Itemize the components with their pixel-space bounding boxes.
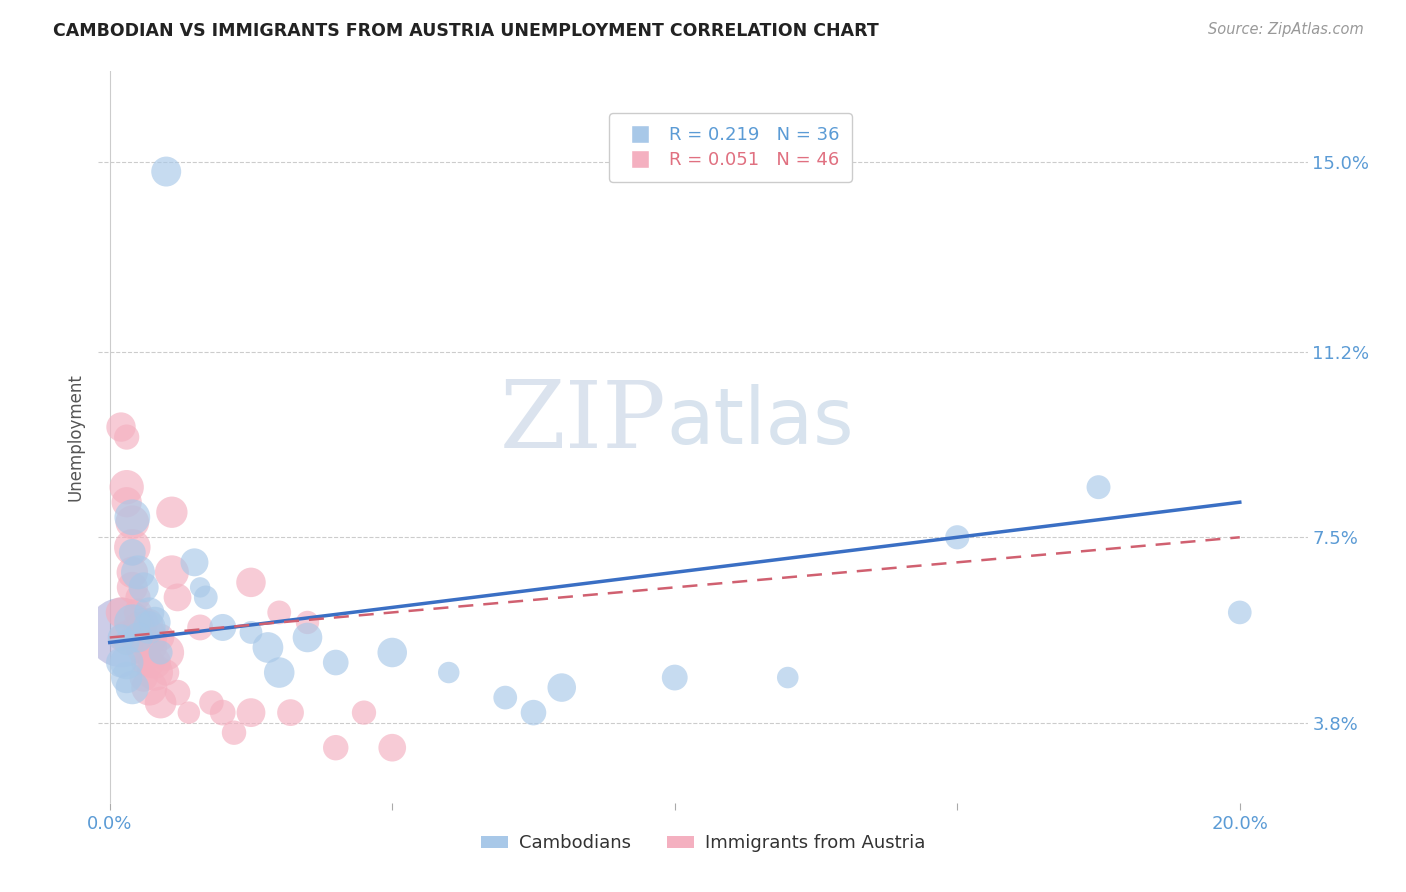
Point [115, 671, 138, 685]
Point [110, 631, 132, 645]
Point [240, 706, 263, 720]
Point [115, 495, 138, 509]
Point [325, 740, 347, 755]
Point [138, 620, 160, 634]
Point [143, 656, 166, 670]
Point [127, 631, 149, 645]
Point [257, 640, 280, 655]
Y-axis label: Unemployment: Unemployment [66, 373, 84, 501]
Point [121, 580, 143, 594]
Point [269, 665, 291, 680]
Point [240, 625, 263, 640]
Point [143, 640, 166, 655]
Point [946, 530, 969, 544]
Point [110, 625, 132, 640]
Point [121, 510, 143, 524]
Point [138, 656, 160, 670]
Point [121, 541, 143, 555]
Point [121, 566, 143, 580]
Point [127, 620, 149, 634]
Text: CAMBODIAN VS IMMIGRANTS FROM AUSTRIA UNEMPLOYMENT CORRELATION CHART: CAMBODIAN VS IMMIGRANTS FROM AUSTRIA UNE… [53, 22, 879, 40]
Point [160, 505, 183, 519]
Point [280, 706, 302, 720]
Point [127, 566, 149, 580]
Point [143, 615, 166, 630]
Point [166, 591, 188, 605]
Point [381, 646, 404, 660]
Point [115, 635, 138, 649]
Point [551, 681, 574, 695]
Point [127, 591, 149, 605]
Point [200, 696, 222, 710]
Point [155, 665, 177, 680]
Point [110, 420, 132, 434]
Point [664, 671, 686, 685]
Point [211, 620, 233, 634]
Point [240, 575, 263, 590]
Point [381, 740, 404, 755]
Point [138, 681, 160, 695]
Point [166, 685, 188, 699]
Point [121, 615, 143, 630]
Point [776, 671, 799, 685]
Text: Source: ZipAtlas.com: Source: ZipAtlas.com [1208, 22, 1364, 37]
Point [115, 631, 138, 645]
Point [132, 656, 155, 670]
Point [188, 580, 211, 594]
Point [194, 591, 217, 605]
Point [115, 430, 138, 444]
Point [522, 706, 544, 720]
Point [149, 631, 172, 645]
Text: ZIP: ZIP [501, 377, 666, 467]
Point [269, 606, 291, 620]
Point [110, 656, 132, 670]
Point [325, 656, 347, 670]
Point [132, 671, 155, 685]
Point [121, 681, 143, 695]
Point [160, 566, 183, 580]
Text: atlas: atlas [666, 384, 855, 460]
Point [297, 631, 319, 645]
Point [353, 706, 375, 720]
Point [297, 615, 319, 630]
Point [132, 615, 155, 630]
Point [149, 646, 172, 660]
Legend: Cambodians, Immigrants from Austria: Cambodians, Immigrants from Austria [474, 827, 932, 860]
Point [138, 615, 160, 630]
Point [132, 580, 155, 594]
Point [121, 545, 143, 559]
Point [132, 640, 155, 655]
Point [183, 555, 205, 569]
Point [177, 706, 200, 720]
Point [1229, 606, 1251, 620]
Point [127, 606, 149, 620]
Point [494, 690, 516, 705]
Point [211, 706, 233, 720]
Point [149, 696, 172, 710]
Point [437, 665, 460, 680]
Point [115, 656, 138, 670]
Point [115, 480, 138, 494]
Point [127, 631, 149, 645]
Point [143, 665, 166, 680]
Point [188, 620, 211, 634]
Point [1087, 480, 1109, 494]
Point [138, 631, 160, 645]
Point [155, 164, 177, 178]
Point [110, 606, 132, 620]
Point [155, 646, 177, 660]
Point [222, 725, 245, 739]
Point [121, 515, 143, 529]
Point [138, 606, 160, 620]
